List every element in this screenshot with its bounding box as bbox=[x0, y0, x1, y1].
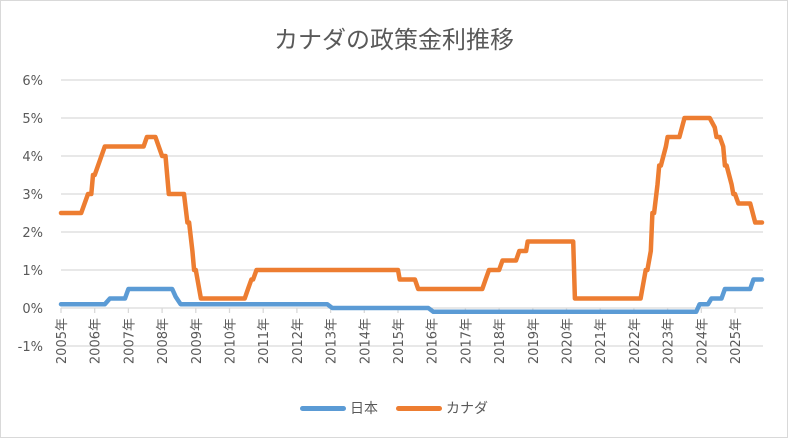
x-tick-label: 2023年 bbox=[662, 318, 677, 364]
x-tick-label: 2022年 bbox=[628, 318, 643, 364]
y-tick-label: 1% bbox=[22, 264, 43, 279]
x-tick-label: 2020年 bbox=[561, 318, 576, 364]
chart-title: カナダの政策金利推移 bbox=[274, 26, 514, 54]
legend-swatch-canada bbox=[396, 405, 442, 411]
x-tick-label: 2017年 bbox=[459, 318, 474, 364]
legend-label-japan: 日本 bbox=[350, 401, 378, 417]
legend-item-canada[interactable]: カナダ bbox=[396, 398, 488, 418]
y-tick-label: 0% bbox=[22, 302, 43, 317]
legend-swatch-japan bbox=[300, 405, 346, 411]
x-tick-label: 2015年 bbox=[392, 318, 407, 364]
legend: 日本 カナダ bbox=[0, 398, 788, 418]
x-tick-label: 2016年 bbox=[426, 318, 441, 364]
legend-label-canada: カナダ bbox=[446, 401, 488, 417]
series-line-canada[interactable] bbox=[58, 115, 765, 301]
series-line-japan[interactable] bbox=[58, 277, 765, 315]
x-tick-label: 2024年 bbox=[695, 318, 710, 364]
x-tick-label: 2014年 bbox=[358, 318, 373, 364]
x-tick-label: 2008年 bbox=[156, 318, 171, 364]
x-tick-label: 2018年 bbox=[493, 318, 508, 364]
x-tick-label: 2009年 bbox=[190, 318, 205, 364]
x-tick-label: 2012年 bbox=[291, 318, 306, 364]
x-tick-label: 2005年 bbox=[55, 318, 70, 364]
x-tick-label: 2021年 bbox=[594, 318, 609, 364]
y-tick-label: 6% bbox=[22, 74, 43, 89]
y-tick-label: 3% bbox=[22, 188, 43, 203]
x-tick-label: 2011年 bbox=[257, 318, 272, 364]
y-tick-label: 4% bbox=[22, 150, 43, 165]
x-tick-label: 2010年 bbox=[224, 318, 239, 364]
y-tick-label: 5% bbox=[22, 112, 43, 127]
legend-item-japan[interactable]: 日本 bbox=[300, 398, 378, 418]
x-tick-label: 2025年 bbox=[729, 318, 744, 364]
x-tick-label: 2019年 bbox=[527, 318, 542, 364]
y-tick-label: 2% bbox=[22, 226, 43, 241]
y-axis-ticks: -1% 0% 1% 2% 3% 4% 5% 6% bbox=[18, 74, 43, 355]
x-tick-label: 2007年 bbox=[122, 318, 137, 364]
x-tick-label: 2006年 bbox=[89, 318, 104, 364]
series-lines bbox=[58, 115, 765, 315]
x-axis: 2005年 2006年 2007年 2008年 2009年 2010年 2011年 2012年… bbox=[55, 308, 744, 364]
x-tick-label: 2013年 bbox=[325, 318, 340, 364]
y-tick-label: -1% bbox=[18, 340, 43, 355]
